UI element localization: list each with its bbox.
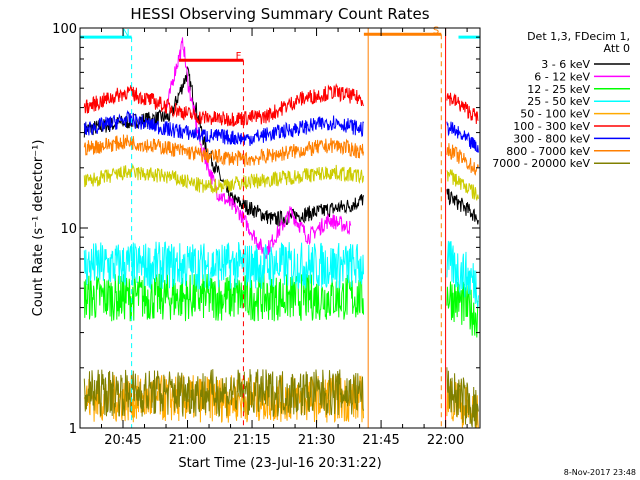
legend-label: 800 - 7000 keV — [506, 145, 590, 158]
series-line-after-gap — [446, 188, 479, 225]
series-line — [83, 110, 364, 146]
flag-label: S — [433, 25, 439, 36]
series-line-after-gap — [446, 143, 479, 176]
x-tick-label: 21:00 — [169, 433, 206, 448]
legend-label: 100 - 300 keV — [513, 120, 590, 133]
legend-header: Att 0 — [604, 42, 630, 55]
series-line — [83, 369, 364, 418]
x-tick-label: 20:45 — [104, 433, 141, 448]
legend-label: 3 - 6 keV — [541, 58, 590, 71]
footer-date: 8-Nov-2017 23:48 — [564, 468, 636, 477]
series-layer — [83, 28, 479, 428]
chart-title: HESSI Observing Summary Count Rates — [130, 5, 429, 23]
x-axis-label: Start Time (23-Jul-16 20:31:22) — [178, 456, 381, 471]
y-axis-label: Count Rate (s⁻¹ detector⁻¹) — [31, 140, 46, 317]
series-line — [83, 272, 364, 322]
x-tick-label: 21:30 — [298, 433, 335, 448]
legend-label: 25 - 50 keV — [527, 95, 590, 108]
legend-label: 50 - 100 keV — [520, 108, 590, 121]
x-tick-label: 21:15 — [233, 433, 270, 448]
legend-label: 6 - 12 keV — [534, 70, 590, 83]
x-tick-label: 22:00 — [427, 433, 464, 448]
legend-label: 7000 - 20000 keV — [492, 157, 590, 170]
series-line — [83, 134, 364, 167]
series-line — [83, 374, 364, 424]
flag-label: N — [122, 28, 129, 39]
series-line-after-gap — [446, 121, 479, 153]
series-line — [83, 83, 364, 128]
legend-header: Det 1,3, FDecim 1, — [527, 30, 630, 43]
series-line-after-gap — [446, 92, 479, 125]
y-tick-label: 1 — [69, 422, 77, 437]
legend-label: 300 - 800 keV — [513, 132, 590, 145]
axis-layer: 20:45 21:00 21:15 21:30 21:45 22:00 1 10 100 — [52, 22, 480, 448]
x-tick-label: 21:45 — [362, 433, 399, 448]
series-line — [165, 37, 352, 259]
legend-label: 12 - 25 keV — [527, 83, 590, 96]
y-tick-label: 10 — [60, 222, 77, 237]
flag-label: F — [236, 51, 242, 62]
y-tick-label: 100 — [52, 22, 77, 37]
series-line-after-gap — [446, 367, 479, 428]
flag-layer: N F S — [80, 25, 481, 428]
series-line — [83, 241, 364, 290]
series-line-after-gap — [446, 169, 479, 202]
series-line — [83, 163, 364, 194]
series-line-after-gap — [446, 240, 479, 309]
